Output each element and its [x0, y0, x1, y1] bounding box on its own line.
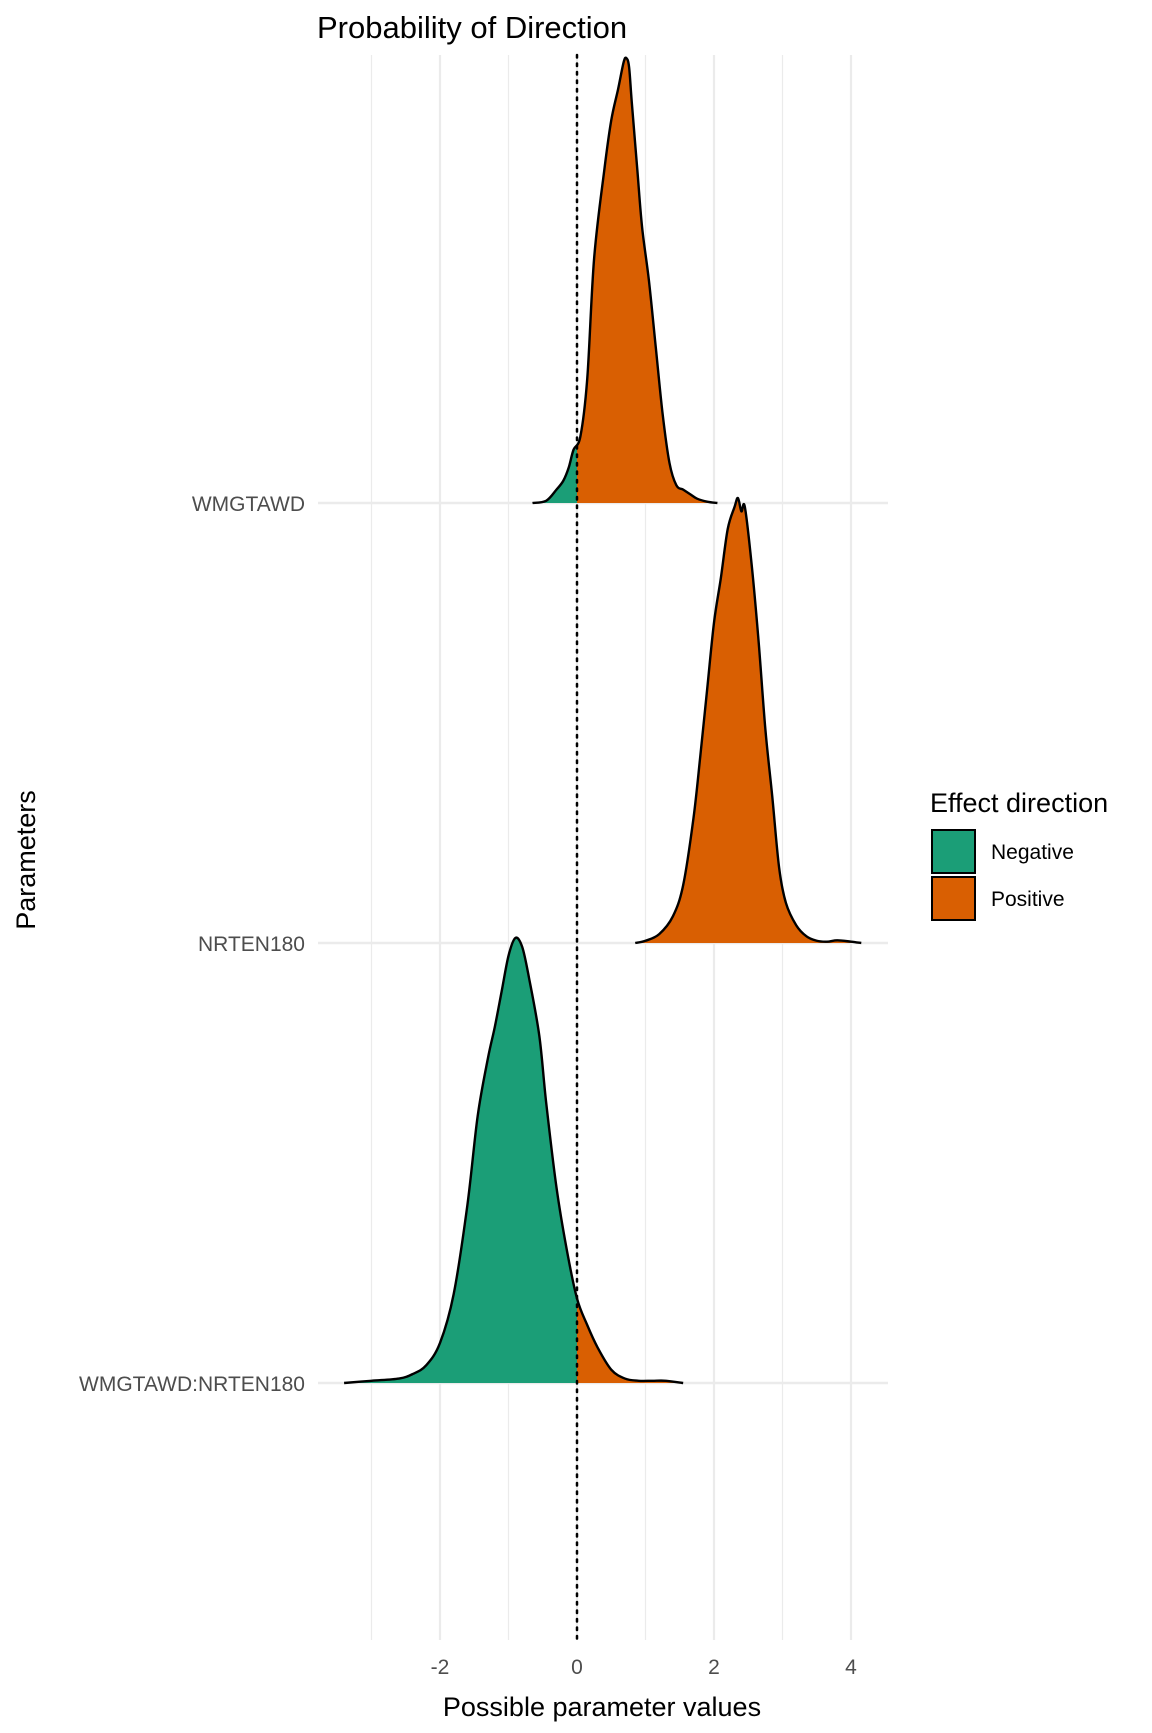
density-outline — [532, 56, 718, 505]
density-ridge — [532, 56, 718, 505]
y-tick-label: NRTEN180 — [198, 933, 305, 956]
x-axis-tick-labels: -2 0 2 4 — [431, 1656, 858, 1679]
legend: Effect direction Negative Positive — [930, 788, 1108, 921]
positive-area — [577, 1298, 684, 1383]
x-tick-label: 0 — [571, 1656, 583, 1679]
legend-items: Negative Positive — [931, 829, 1074, 921]
x-tick-label: -2 — [431, 1656, 450, 1679]
negative-area — [532, 445, 577, 503]
density-ridge — [634, 496, 862, 945]
legend-label-negative: Negative — [991, 841, 1074, 864]
density-ridge — [344, 936, 684, 1385]
legend-swatch-negative — [931, 829, 976, 874]
negative-area — [344, 937, 577, 1383]
legend-label-positive: Positive — [991, 888, 1065, 911]
y-axis-title: Parameters — [11, 790, 41, 930]
y-tick-label: WMGTAWD — [192, 493, 305, 516]
x-tick-label: 2 — [708, 1656, 720, 1679]
density-outline — [634, 496, 862, 945]
x-axis-title: Possible parameter values — [443, 1692, 761, 1722]
legend-swatch-positive — [931, 876, 976, 921]
positive-area — [577, 57, 718, 503]
y-tick-label: WMGTAWD:NRTEN180 — [79, 1373, 305, 1396]
chart-title: Probability of Direction — [317, 10, 627, 45]
y-axis-tick-labels: WMGTAWD NRTEN180 WMGTAWD:NRTEN180 — [79, 493, 305, 1396]
density-layer — [344, 56, 862, 1385]
positive-area — [635, 497, 862, 943]
density-outline — [344, 936, 684, 1385]
x-tick-label: 4 — [845, 1656, 857, 1679]
legend-title: Effect direction — [930, 788, 1108, 818]
